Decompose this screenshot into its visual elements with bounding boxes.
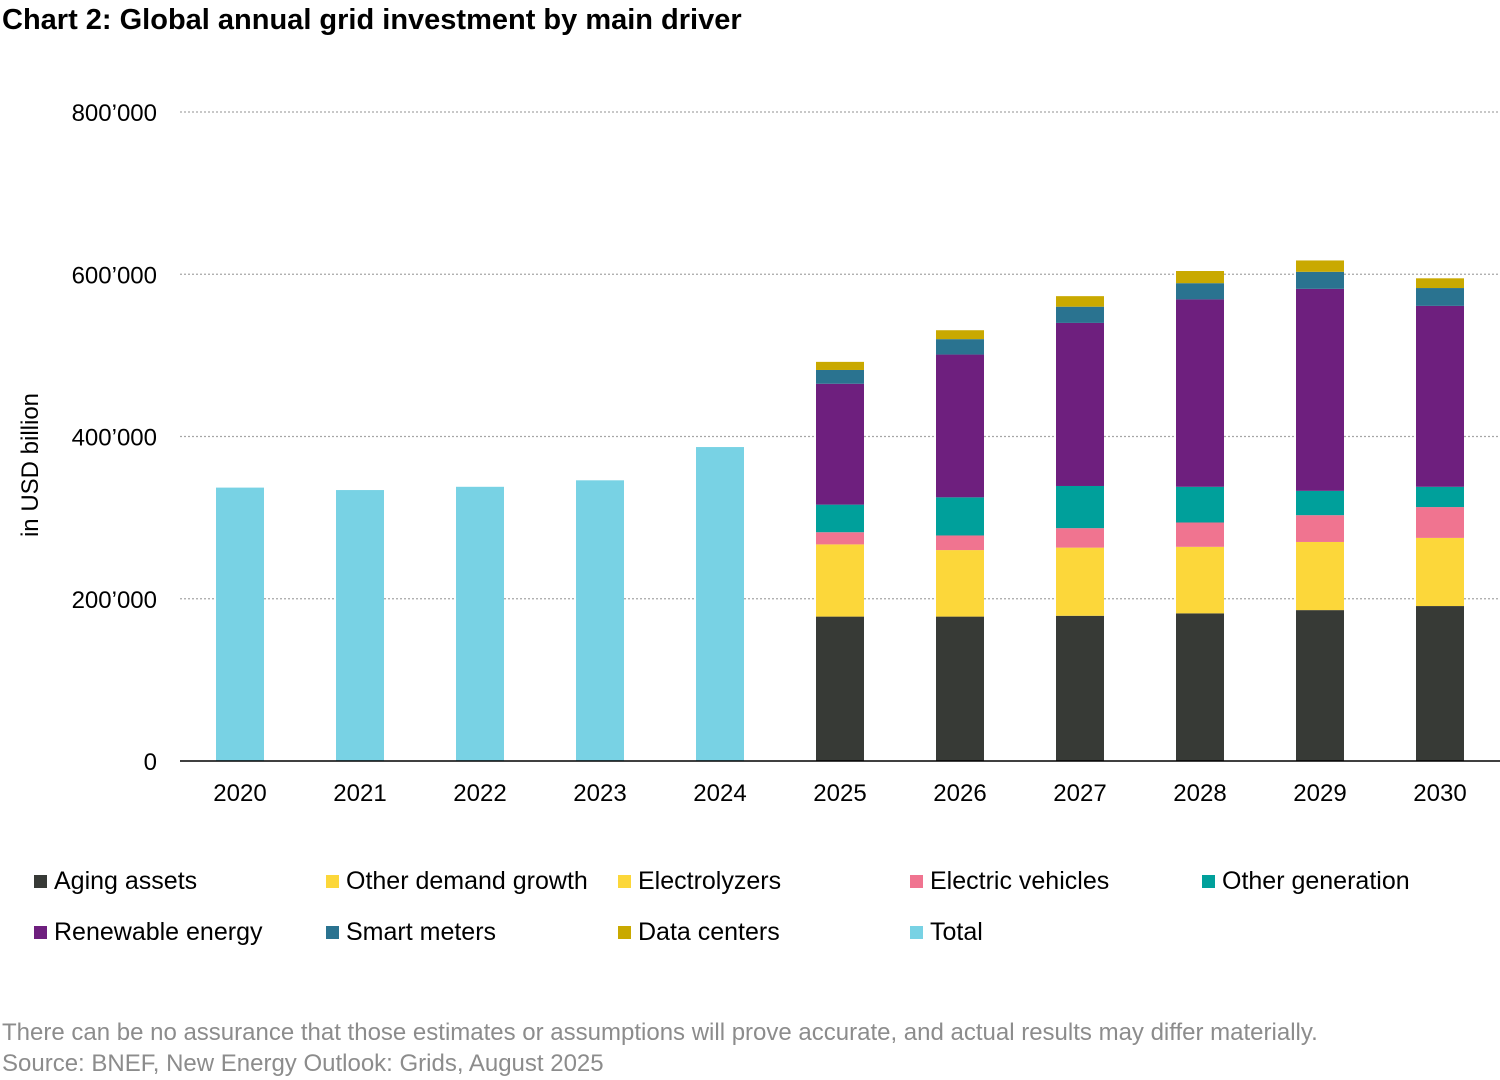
bar-total-2021	[336, 490, 384, 761]
bar-smart-meters-2030	[1416, 288, 1464, 306]
legend-item-aging-assets: Aging assets	[34, 867, 197, 896]
legend-label: Data centers	[638, 918, 780, 946]
x-tick-label: 2030	[1413, 780, 1466, 807]
legend-swatch	[1202, 875, 1215, 888]
x-tick-label: 2027	[1053, 780, 1106, 807]
legend-swatch	[34, 875, 47, 888]
x-tick-label: 2029	[1293, 780, 1346, 807]
bar-renewable-energy-2028	[1176, 299, 1224, 487]
legend-label: Other demand growth	[346, 867, 588, 895]
legend-label: Other generation	[1222, 867, 1410, 895]
bar-electric-vehicles-2030	[1416, 507, 1464, 538]
bar-electric-vehicles-2027	[1056, 528, 1104, 548]
bar-other-generation-2026	[936, 497, 984, 536]
bar-renewable-energy-2029	[1296, 288, 1344, 491]
legend-item-total: Total	[910, 918, 983, 947]
x-tick-label: 2023	[573, 780, 626, 807]
x-tick-label: 2020	[213, 780, 266, 807]
bar-aging-assets-2026	[936, 616, 984, 761]
bar-aging-assets-2029	[1296, 610, 1344, 761]
bar-electric-vehicles-2026	[936, 535, 984, 551]
disclaimer-text: There can be no assurance that those est…	[2, 1019, 1318, 1046]
y-tick-label: 800’000	[72, 100, 157, 127]
y-tick-label: 400’000	[72, 425, 157, 452]
bar-other-generation-2027	[1056, 485, 1104, 529]
legend-label: Electric vehicles	[930, 867, 1110, 895]
bar-smart-meters-2025	[816, 369, 864, 384]
legend-swatch	[326, 875, 339, 888]
legend-item-renewable-energy: Renewable energy	[34, 918, 262, 947]
bar-data-centers-2026	[936, 330, 984, 340]
bar-other-generation-2025	[816, 504, 864, 533]
bar-renewable-energy-2026	[936, 354, 984, 498]
legend-label: Renewable energy	[54, 918, 263, 946]
bar-renewable-energy-2025	[816, 383, 864, 505]
bar-data-centers-2029	[1296, 260, 1344, 272]
bar-other-demand-growth-2030	[1416, 537, 1464, 607]
bar-other-generation-2029	[1296, 490, 1344, 516]
bar-aging-assets-2025	[816, 616, 864, 761]
y-axis-label: in USD billion	[17, 393, 44, 537]
bar-total-2024	[696, 447, 744, 761]
bar-other-demand-growth-2026	[936, 550, 984, 617]
legend-swatch	[326, 926, 339, 939]
legend-label: Aging assets	[54, 867, 198, 895]
x-tick-label: 2024	[693, 780, 746, 807]
bar-aging-assets-2030	[1416, 606, 1464, 761]
legend-swatch	[910, 875, 923, 888]
legend-item-other-demand-growth: Other demand growth	[326, 867, 588, 896]
x-tick-label: 2026	[933, 780, 986, 807]
y-tick-label: 200’000	[72, 587, 157, 614]
bar-smart-meters-2028	[1176, 283, 1224, 300]
bar-aging-assets-2028	[1176, 613, 1224, 761]
legend-swatch	[618, 875, 631, 888]
bars	[216, 260, 1464, 761]
source-text: Source: BNEF, New Energy Outlook: Grids,…	[2, 1050, 604, 1077]
bar-renewable-energy-2027	[1056, 322, 1104, 486]
x-tick-label: 2022	[453, 780, 506, 807]
bar-electric-vehicles-2025	[816, 532, 864, 545]
bar-other-demand-growth-2029	[1296, 541, 1344, 611]
bar-total-2023	[576, 480, 624, 761]
legend-label: Electrolyzers	[638, 867, 782, 895]
bar-other-demand-growth-2025	[816, 544, 864, 617]
bar-aging-assets-2027	[1056, 615, 1104, 761]
legend-swatch	[910, 926, 923, 939]
axes: 0 200’000 400’000 600’000 800’000 2020 2021 202…	[72, 100, 1500, 807]
x-tick-label: 2025	[813, 780, 866, 807]
bar-electric-vehicles-2029	[1296, 515, 1344, 542]
x-tick-label: 2028	[1173, 780, 1226, 807]
bar-data-centers-2027	[1056, 296, 1104, 307]
legend-swatch	[618, 926, 631, 939]
bar-electric-vehicles-2028	[1176, 522, 1224, 547]
bar-other-generation-2028	[1176, 486, 1224, 523]
bar-data-centers-2030	[1416, 278, 1464, 289]
bar-renewable-energy-2030	[1416, 305, 1464, 487]
legend-label: Total	[930, 918, 983, 946]
bar-other-generation-2030	[1416, 486, 1464, 508]
x-tick-label: 2021	[333, 780, 386, 807]
bar-other-demand-growth-2028	[1176, 546, 1224, 614]
chart-plot: 0 200’000 400’000 600’000 800’000 2020 2021 202…	[17, 100, 1500, 807]
bar-total-2022	[456, 486, 504, 761]
y-tick-label: 0	[144, 749, 157, 776]
legend-label: Smart meters	[346, 918, 497, 946]
legend-item-data-centers: Data centers	[618, 918, 780, 947]
y-tick-label: 600’000	[72, 262, 157, 289]
legend-item-electrolyzers: Electrolyzers	[618, 867, 781, 896]
bar-total-2020	[216, 487, 264, 761]
bar-smart-meters-2026	[936, 339, 984, 355]
bar-data-centers-2025	[816, 361, 864, 370]
bar-data-centers-2028	[1176, 271, 1224, 284]
legend-item-other-generation: Other generation	[1202, 867, 1410, 896]
bar-other-demand-growth-2027	[1056, 547, 1104, 616]
bar-smart-meters-2027	[1056, 306, 1104, 323]
bar-smart-meters-2029	[1296, 271, 1344, 289]
legend-item-electric-vehicles: Electric vehicles	[910, 867, 1109, 896]
legend-item-smart-meters: Smart meters	[326, 918, 496, 947]
chart-title: Chart 2: Global annual grid investment b…	[2, 4, 742, 36]
legend-swatch	[34, 926, 47, 939]
